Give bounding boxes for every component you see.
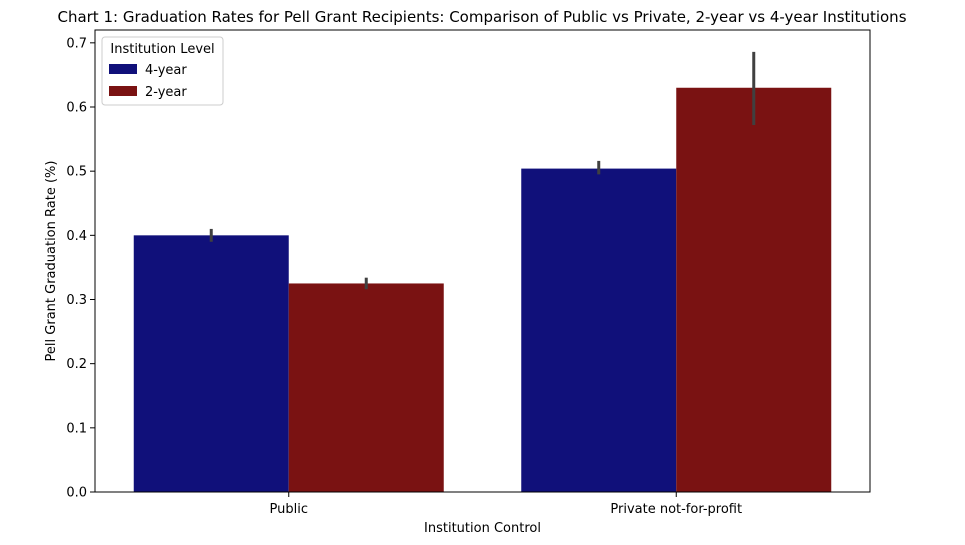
legend-label-4-year: 4-year [145, 63, 187, 78]
plot-frame [94, 29, 871, 493]
chart-title: Chart 1: Graduation Rates for Pell Grant… [57, 8, 906, 26]
x-tick-label: Public [270, 502, 308, 517]
y-tick-label: 0.7 [66, 36, 87, 51]
y-tick-label: 0.0 [66, 486, 87, 501]
y-tick-label: 0.5 [66, 165, 87, 180]
y-tick-label: 0.4 [66, 229, 87, 244]
bar-4-year-Public [133, 235, 289, 493]
y-tick-label: 0.1 [66, 421, 87, 436]
bar-4-year-Private not-for-profit [521, 168, 677, 492]
x-axis-label: Institution Control [424, 521, 541, 536]
legend-label-2-year: 2-year [145, 85, 187, 100]
bar-2-year-Public [288, 283, 444, 492]
legend-title: Institution Level [110, 42, 214, 57]
y-axis-label: Pell Grant Graduation Rate (%) [44, 161, 59, 362]
legend-swatch-4-year [109, 64, 137, 74]
y-tick-label: 0.3 [66, 293, 87, 308]
y-axis: 0.0 0.1 0.2 0.3 0.4 0.5 0.6 0.7 [66, 36, 95, 501]
bars-group [133, 87, 832, 493]
y-tick-label: 0.6 [66, 101, 87, 116]
bar-2-year-Private not-for-profit [676, 87, 832, 492]
x-axis: Public Private not-for-profit [270, 492, 742, 517]
x-tick-label: Private not-for-profit [610, 502, 742, 517]
legend-swatch-2-year [109, 86, 137, 96]
legend: Institution Level 4-year 2-year [101, 36, 224, 106]
y-tick-label: 0.2 [66, 357, 87, 372]
error-bars-group [209, 51, 756, 290]
